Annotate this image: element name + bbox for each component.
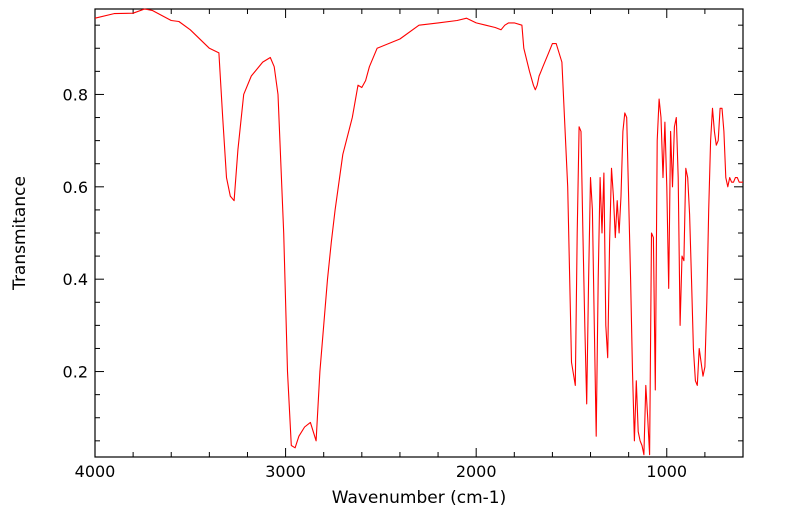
- y-tick-label: 0.2: [63, 363, 88, 382]
- x-tick-label: 3000: [265, 462, 306, 481]
- x-tick-label: 2000: [456, 462, 497, 481]
- y-tick-label: 0.4: [63, 270, 88, 289]
- y-tick-label: 0.6: [63, 178, 88, 197]
- axis-tick-labels: 4000 3000 2000 1000 0.2 0.4 0.6 0.8: [63, 85, 688, 481]
- x-tick-label: 4000: [75, 462, 116, 481]
- x-tick-label: 1000: [646, 462, 687, 481]
- y-axis-label: Transmitance: [10, 176, 30, 291]
- y-tick-label: 0.8: [63, 85, 88, 104]
- x-axis-label: Wavenumber (cm-1): [332, 488, 507, 508]
- spectrum-line: [94, 8, 743, 456]
